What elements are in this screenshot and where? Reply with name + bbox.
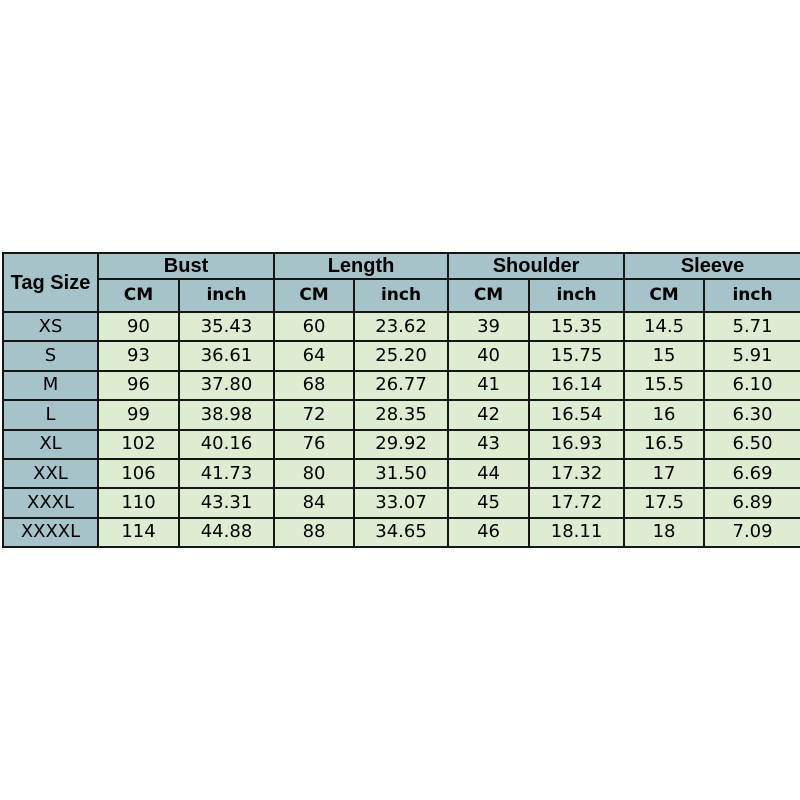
group-header-sleeve: Sleeve (623, 252, 800, 280)
cell-sleeve-cm: 15.5 (623, 369, 706, 402)
cell-length-cm: 60 (273, 310, 356, 343)
cell-sleeve-cm: 18 (623, 516, 706, 549)
table-row: XS 90 35.43 60 23.62 39 15.35 14.5 5.71 (2, 310, 800, 343)
size-label: XS (2, 310, 99, 343)
cell-sleeve-inch: 6.50 (703, 428, 800, 460)
cell-shoulder-inch: 16.54 (528, 399, 626, 431)
cell-length-inch: 34.65 (353, 516, 450, 549)
cell-length-inch: 33.07 (353, 487, 450, 519)
cell-bust-cm: 114 (97, 516, 180, 549)
cell-shoulder-inch: 16.14 (528, 369, 626, 402)
cell-shoulder-inch: 15.75 (528, 340, 626, 372)
cell-bust-cm: 110 (97, 487, 180, 519)
cell-bust-inch: 35.43 (177, 310, 276, 343)
cell-shoulder-cm: 42 (447, 399, 531, 431)
cell-bust-cm: 93 (97, 340, 180, 372)
cell-shoulder-cm: 46 (447, 516, 531, 549)
unit-header-shoulder-inch: inch (528, 278, 626, 313)
cell-shoulder-cm: 41 (447, 369, 531, 402)
cell-bust-cm: 96 (97, 369, 180, 402)
cell-sleeve-cm: 17 (623, 457, 706, 490)
cell-sleeve-cm: 16 (623, 399, 706, 431)
table-row: M 96 37.80 68 26.77 41 16.14 15.5 6.10 (2, 369, 800, 402)
cell-sleeve-inch: 6.89 (703, 487, 800, 519)
cell-shoulder-cm: 39 (447, 310, 531, 343)
size-label: L (2, 399, 99, 431)
table-row: XL 102 40.16 76 29.92 43 16.93 16.5 6.50 (2, 428, 800, 460)
cell-sleeve-cm: 15 (623, 340, 706, 372)
cell-length-inch: 31.50 (353, 457, 450, 490)
cell-bust-inch: 40.16 (177, 428, 276, 460)
cell-length-cm: 72 (273, 399, 356, 431)
cell-shoulder-cm: 45 (447, 487, 531, 519)
cell-shoulder-cm: 40 (447, 340, 531, 372)
cell-shoulder-cm: 43 (447, 428, 531, 460)
group-header-shoulder: Shoulder (447, 252, 626, 280)
unit-header-bust-cm: CM (97, 278, 180, 313)
cell-length-cm: 88 (273, 516, 356, 549)
cell-length-inch: 29.92 (353, 428, 450, 460)
size-label: M (2, 369, 99, 402)
cell-shoulder-inch: 18.11 (528, 516, 626, 549)
cell-shoulder-inch: 17.32 (528, 457, 626, 490)
size-chart-table: Tag Size Bust Length Shoulder Sleeve CM … (2, 252, 800, 549)
size-label: XL (2, 428, 99, 460)
unit-header-sleeve-cm: CM (623, 278, 706, 313)
cell-shoulder-inch: 15.35 (528, 310, 626, 343)
cell-sleeve-inch: 6.69 (703, 457, 800, 490)
unit-header-sleeve-inch: inch (703, 278, 800, 313)
size-label: XXL (2, 457, 99, 490)
group-header-row: Tag Size Bust Length Shoulder Sleeve (2, 252, 800, 313)
unit-header-shoulder-cm: CM (447, 278, 531, 313)
cell-length-cm: 68 (273, 369, 356, 402)
unit-header-length-cm: CM (273, 278, 356, 313)
unit-header-row: CM inch CM inch CM inch CM inch (3, 278, 800, 313)
table-row: S 93 36.61 64 25.20 40 15.75 15 5.91 (2, 340, 800, 372)
cell-bust-inch: 37.80 (177, 369, 276, 402)
table-row: XXXXL 114 44.88 88 34.65 46 18.11 18 7.0… (2, 516, 800, 549)
cell-sleeve-inch: 6.10 (703, 369, 800, 402)
table-row: L 99 38.98 72 28.35 42 16.54 16 6.30 (2, 399, 800, 431)
group-header-bust: Bust (96, 252, 276, 280)
size-label: S (2, 340, 99, 372)
cell-length-cm: 84 (273, 487, 356, 519)
cell-length-inch: 25.20 (353, 340, 450, 372)
table-row: XXL 106 41.73 80 31.50 44 17.32 17 6.69 (2, 457, 800, 490)
cell-bust-inch: 41.73 (177, 457, 276, 490)
cell-bust-inch: 44.88 (177, 516, 276, 549)
cell-bust-cm: 106 (97, 457, 180, 490)
cell-shoulder-cm: 44 (447, 457, 531, 490)
cell-sleeve-inch: 5.91 (703, 340, 800, 372)
cell-length-cm: 80 (273, 457, 356, 490)
corner-header-tag-size: Tag Size (2, 252, 99, 313)
cell-bust-cm: 99 (97, 399, 180, 431)
cell-bust-cm: 90 (97, 310, 180, 343)
cell-length-inch: 23.62 (353, 310, 450, 343)
cell-length-inch: 26.77 (353, 369, 450, 402)
size-label: XXXL (2, 487, 99, 519)
size-label: XXXXL (2, 516, 99, 549)
cell-sleeve-inch: 5.71 (703, 310, 800, 343)
cell-sleeve-cm: 14.5 (623, 310, 706, 343)
cell-bust-cm: 102 (97, 428, 180, 460)
cell-sleeve-inch: 6.30 (703, 399, 800, 431)
unit-header-bust-inch: inch (177, 278, 276, 313)
unit-header-length-inch: inch (353, 278, 450, 313)
cell-bust-inch: 38.98 (177, 399, 276, 431)
table-row: XXXL 110 43.31 84 33.07 45 17.72 17.5 6.… (2, 487, 800, 519)
cell-sleeve-inch: 7.09 (703, 516, 800, 549)
cell-shoulder-inch: 16.93 (528, 428, 626, 460)
cell-length-cm: 76 (273, 428, 356, 460)
cell-sleeve-cm: 17.5 (623, 487, 706, 519)
cell-shoulder-inch: 17.72 (528, 487, 626, 519)
cell-sleeve-cm: 16.5 (623, 428, 706, 460)
cell-bust-inch: 43.31 (177, 487, 276, 519)
cell-length-inch: 28.35 (353, 399, 450, 431)
group-header-length: Length (273, 252, 450, 280)
cell-bust-inch: 36.61 (177, 340, 276, 372)
cell-length-cm: 64 (273, 340, 356, 372)
size-chart: Tag Size Bust Length Shoulder Sleeve CM … (2, 252, 800, 549)
